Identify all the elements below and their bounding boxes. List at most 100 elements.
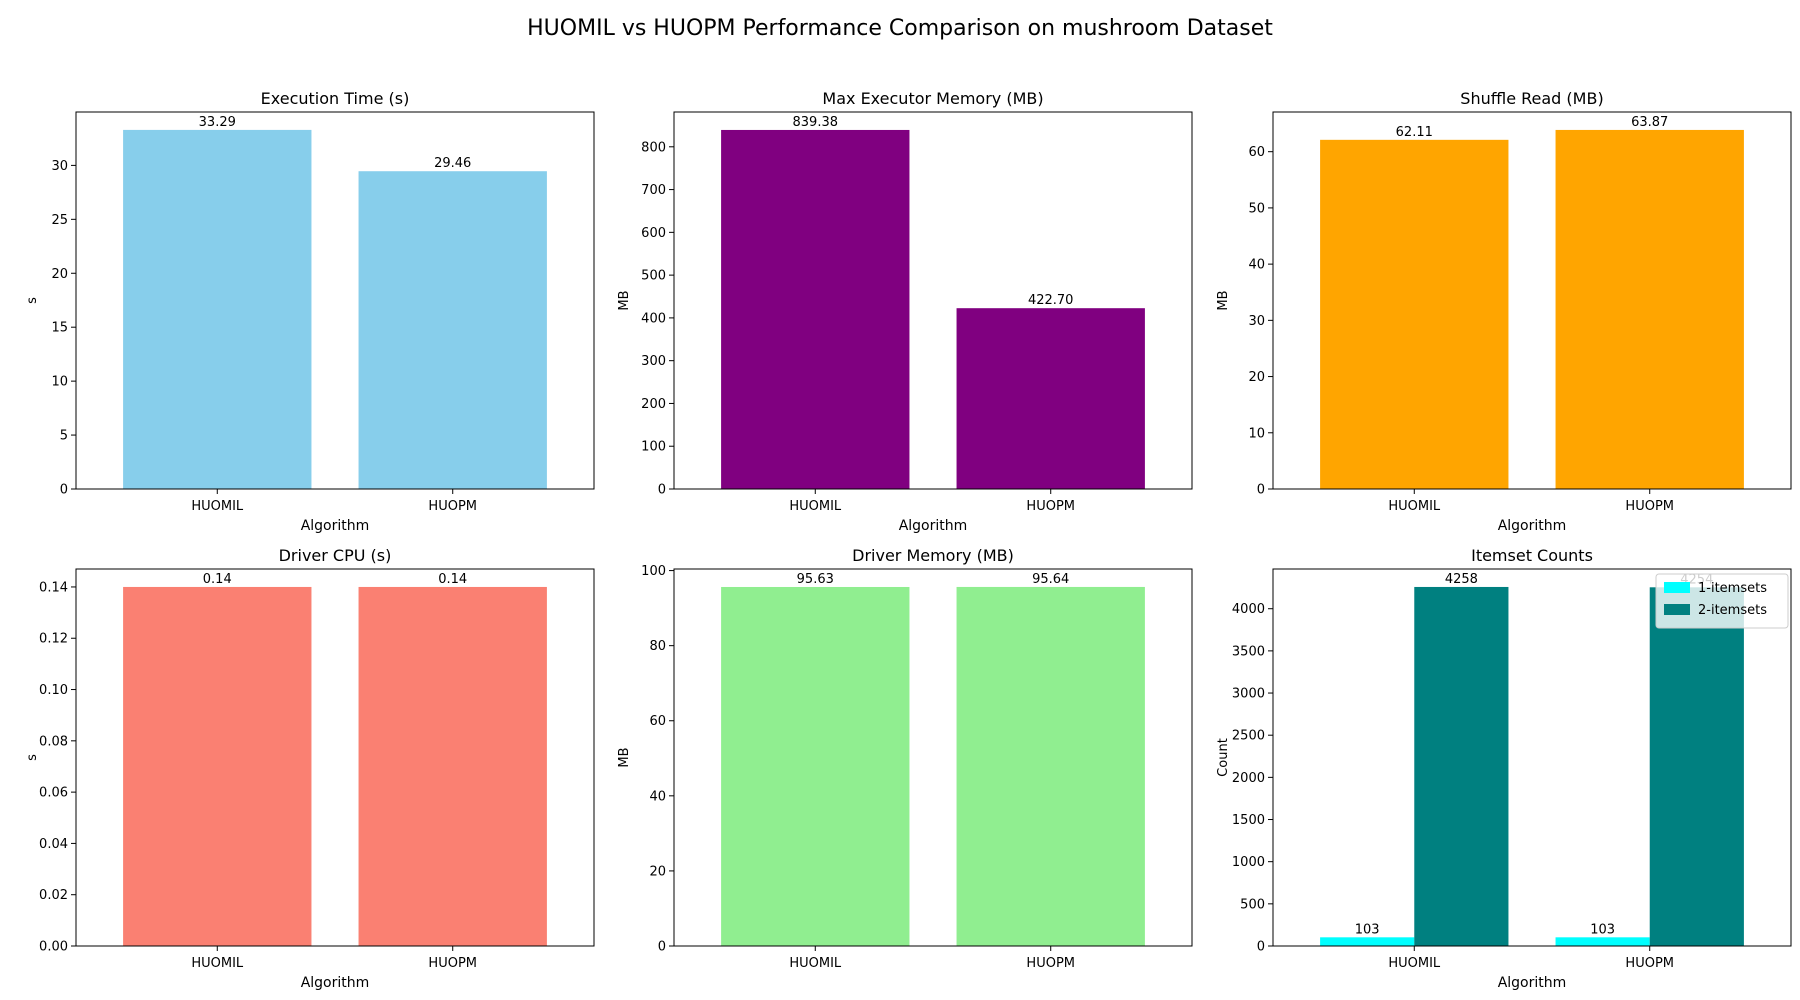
- y-tick-label: 0.04: [39, 837, 68, 852]
- subplot-2: 839.38 422.70 0 100 200 300 400 500 600 700 800 HUO…: [617, 89, 1193, 534]
- subplot-4: 0.14 0.14 0.00 0.02 0.04 0.06 0.08 0.10 0.12 0.14…: [25, 546, 595, 991]
- y-tick-label: 0.08: [39, 734, 68, 749]
- x-tick-label: HUOMIL: [789, 499, 842, 514]
- y-tick-label: 3500: [1232, 644, 1265, 659]
- y-tick-label: 80: [649, 639, 666, 654]
- y-tick-label: 0: [658, 940, 666, 955]
- y-tick-label: 500: [641, 269, 666, 284]
- axes-frame: [673, 568, 1193, 947]
- bar-value-label: 0.14: [203, 572, 232, 587]
- y-tick-label: 200: [641, 397, 666, 412]
- y-tick-label: 600: [641, 226, 666, 241]
- bar: [1320, 937, 1415, 946]
- y-axis-label: Count: [1216, 738, 1231, 777]
- y-tick-label: 20: [1248, 370, 1265, 385]
- axes-frame: [1272, 111, 1792, 490]
- x-axis-label: Algorithm: [1498, 518, 1567, 534]
- y-tick-label: 3000: [1232, 687, 1265, 702]
- y-tick-label: 400: [641, 311, 666, 326]
- bar-value-label: 33.29: [199, 115, 236, 130]
- subplot-title: Execution Time (s): [261, 89, 410, 108]
- y-tick-label: 10: [1248, 426, 1265, 441]
- subplot-title: Driver Memory (MB): [852, 546, 1014, 565]
- y-tick-label: 0: [658, 483, 666, 498]
- axes-frame: [1272, 568, 1792, 947]
- x-tick-label: HUOPM: [1026, 499, 1075, 514]
- y-tick-label: 10: [51, 375, 68, 390]
- y-tick-label: 60: [649, 714, 666, 729]
- bar: [1649, 587, 1744, 946]
- bar-value-label: 29.46: [434, 156, 471, 171]
- y-tick-label: 100: [641, 564, 666, 579]
- y-tick-label: 0.00: [39, 940, 68, 955]
- subplot-6: 1031034258425405001000150020002500300035…: [1216, 546, 1792, 991]
- x-tick-label: HUOMIL: [191, 956, 244, 971]
- subplot-title: Driver CPU (s): [279, 546, 392, 565]
- bar-value-label: 103: [1590, 922, 1615, 937]
- y-tick-label: 4000: [1232, 602, 1265, 617]
- y-tick-label: 25: [51, 213, 68, 228]
- subplot-3: 62.11 63.87 0 10 20 30 40 50 60 HUOMIL HUOPM Shuffl…: [1216, 89, 1792, 534]
- y-tick-label: 0.14: [39, 580, 68, 595]
- legend: 1-itemsets 2-itemsets: [1655, 573, 1789, 629]
- subplot-grid: 33.29 29.46 0 5 10 15 20 25 30 HUOMIL HUOPM Executi…: [25, 89, 1792, 991]
- y-tick-label: 40: [1248, 258, 1265, 273]
- x-tick-label: HUOPM: [428, 499, 477, 514]
- x-tick-label: HUOPM: [1625, 499, 1674, 514]
- bar-value-label: 95.64: [1032, 572, 1069, 587]
- y-tick-label: 500: [1240, 897, 1265, 912]
- bar: [956, 586, 1145, 946]
- bar-value-label: 4258: [1445, 572, 1478, 587]
- bar-value-label: 63.87: [1631, 115, 1668, 130]
- legend-swatch: [1664, 604, 1690, 615]
- bar-value-label: 62.11: [1396, 125, 1433, 140]
- y-tick-label: 700: [641, 183, 666, 198]
- y-tick-label: 0.02: [39, 888, 68, 903]
- legend-label: 2-itemsets: [1698, 603, 1767, 618]
- y-tick-label: 0: [60, 483, 68, 498]
- y-tick-label: 1500: [1232, 813, 1265, 828]
- y-tick-label: 60: [1248, 145, 1265, 160]
- bar: [721, 586, 910, 946]
- bar: [358, 171, 547, 490]
- bar-value-label: 0.14: [438, 572, 467, 587]
- bar: [956, 308, 1145, 489]
- subplot-5: 95.63 95.64 0 20 40 60 80 100 HUOMIL HUOPM Driver …: [617, 546, 1193, 971]
- x-axis-label: Algorithm: [1498, 975, 1567, 991]
- figure-title: HUOMIL vs HUOPM Performance Comparison o…: [527, 16, 1273, 41]
- y-tick-label: 50: [1248, 201, 1265, 216]
- y-tick-label: 15: [51, 321, 68, 336]
- axes-frame: [673, 111, 1193, 490]
- subplot-title: Shuffle Read (MB): [1460, 89, 1603, 108]
- bar: [721, 129, 910, 489]
- y-tick-label: 800: [641, 140, 666, 155]
- axes-frame: [75, 568, 595, 947]
- legend-label: 1-itemsets: [1698, 581, 1767, 596]
- y-tick-label: 2500: [1232, 729, 1265, 744]
- bar-value-label: 839.38: [793, 115, 839, 130]
- y-tick-label: 0.12: [39, 632, 68, 647]
- y-tick-label: 1000: [1232, 855, 1265, 870]
- bar: [1320, 139, 1509, 489]
- subplot-1: 33.29 29.46 0 5 10 15 20 25 30 HUOMIL HUOPM Executi…: [25, 89, 595, 534]
- bar: [1555, 937, 1650, 946]
- bar: [358, 586, 547, 946]
- y-axis-label: MB: [617, 747, 632, 767]
- legend-swatch: [1664, 582, 1690, 593]
- y-tick-label: 20: [649, 864, 666, 879]
- x-axis-label: Algorithm: [899, 518, 968, 534]
- y-tick-label: 0.06: [39, 786, 68, 801]
- y-tick-label: 2000: [1232, 771, 1265, 786]
- bar: [123, 586, 312, 946]
- y-tick-label: 40: [649, 789, 666, 804]
- y-tick-label: 0: [1257, 940, 1265, 955]
- x-tick-label: HUOPM: [1026, 956, 1075, 971]
- bar-value-label: 422.70: [1028, 293, 1074, 308]
- y-tick-label: 30: [51, 159, 68, 174]
- bar: [123, 129, 312, 489]
- x-axis-label: Algorithm: [301, 518, 370, 534]
- y-axis-label: MB: [617, 290, 632, 310]
- x-tick-label: HUOMIL: [191, 499, 244, 514]
- axes-frame: [75, 111, 595, 490]
